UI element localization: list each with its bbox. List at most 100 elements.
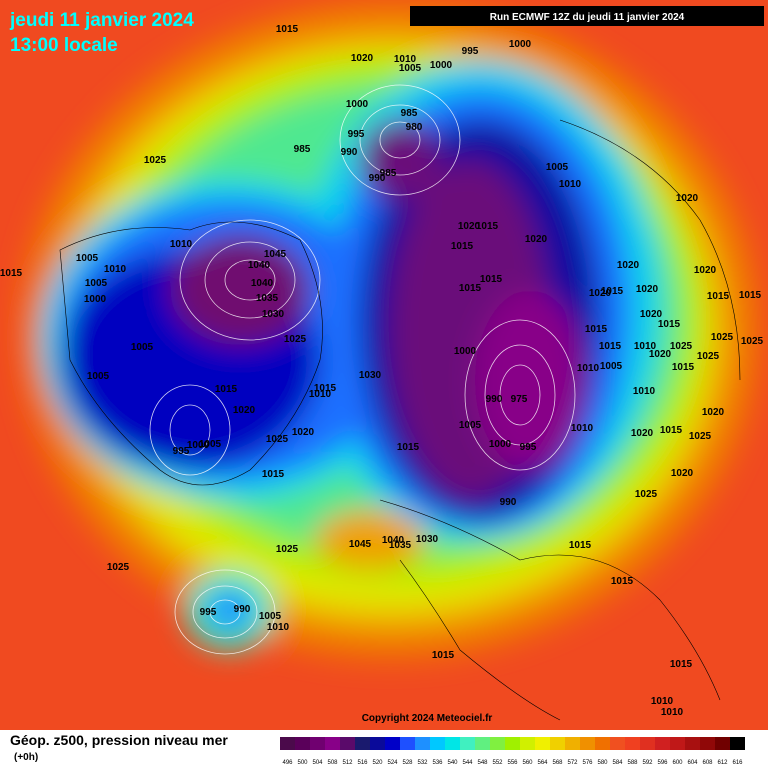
color-swatch bbox=[595, 737, 610, 750]
pressure-label: 1000 bbox=[509, 39, 532, 50]
color-swatch bbox=[415, 737, 430, 750]
scale-label: 500 bbox=[297, 760, 308, 766]
pressure-label: 1005 bbox=[76, 253, 99, 264]
color-swatch bbox=[475, 737, 490, 750]
scale-label: 580 bbox=[597, 760, 608, 766]
scale-label: 536 bbox=[432, 760, 443, 766]
pressure-label: 1000 bbox=[454, 346, 477, 357]
scale-label: 604 bbox=[687, 760, 698, 766]
pressure-label: 1020 bbox=[525, 234, 548, 245]
pressure-label: 1045 bbox=[349, 539, 372, 550]
pressure-label: 1005 bbox=[259, 611, 282, 622]
pressure-label: 1015 bbox=[215, 384, 238, 395]
pressure-label: 1020 bbox=[292, 427, 315, 438]
scale-label: 520 bbox=[372, 760, 383, 766]
pressure-label: 1015 bbox=[739, 290, 762, 301]
scale-label: 532 bbox=[417, 760, 428, 766]
pressure-label: 1020 bbox=[694, 265, 717, 276]
pressure-label: 1025 bbox=[284, 334, 307, 345]
pressure-label: 1015 bbox=[670, 659, 693, 670]
pressure-label: 995 bbox=[200, 607, 217, 618]
pressure-label: 1020 bbox=[636, 284, 659, 295]
color-swatch bbox=[355, 737, 370, 750]
scale-label: 564 bbox=[537, 760, 548, 766]
isobars bbox=[149, 84, 576, 655]
pressure-label: 1010 bbox=[309, 389, 332, 400]
scale-label: 528 bbox=[402, 760, 413, 766]
pressure-label: 985 bbox=[401, 108, 418, 119]
pressure-label: 1010 bbox=[633, 386, 656, 397]
pressure-label: 1015 bbox=[459, 283, 482, 294]
pressure-label: 1015 bbox=[432, 650, 455, 661]
pressure-label: 1025 bbox=[741, 336, 764, 347]
pressure-label: 975 bbox=[511, 394, 528, 405]
footer-lead: (+0h) bbox=[14, 752, 38, 763]
color-swatch bbox=[370, 737, 385, 750]
pressure-label: 990 bbox=[500, 497, 517, 508]
pressure-label: 1015 bbox=[451, 241, 474, 252]
pressure-label: 1015 bbox=[0, 268, 23, 279]
pressure-label: 1020 bbox=[649, 349, 672, 360]
color-swatch bbox=[460, 737, 475, 750]
pressure-label: 1020 bbox=[640, 309, 663, 320]
scale-label: 592 bbox=[642, 760, 653, 766]
time: 13:00 locale bbox=[10, 35, 118, 56]
pressure-label: 1005 bbox=[600, 361, 623, 372]
pressure-label: 990 bbox=[369, 173, 386, 184]
pressure-label: 995 bbox=[462, 46, 479, 57]
scale-label: 556 bbox=[507, 760, 518, 766]
pressure-label: 1005 bbox=[546, 162, 569, 173]
pressure-label: 1015 bbox=[585, 324, 608, 335]
date: jeudi 11 janvier 2024 bbox=[9, 10, 194, 31]
pressure-label: 1010 bbox=[634, 341, 657, 352]
scale-label: 512 bbox=[342, 760, 353, 766]
run-banner bbox=[410, 6, 764, 26]
color-swatch bbox=[340, 737, 355, 750]
color-swatch bbox=[670, 737, 685, 750]
pressure-label: 1005 bbox=[85, 278, 108, 289]
scale-label: 612 bbox=[717, 760, 728, 766]
color-swatch bbox=[490, 737, 505, 750]
pressure-label: 1005 bbox=[399, 63, 422, 74]
pressure-label: 990 bbox=[341, 147, 358, 158]
color-swatch bbox=[400, 737, 415, 750]
pressure-label: 1025 bbox=[697, 351, 720, 362]
pressure-label: 1000 bbox=[84, 294, 107, 305]
pressure-label: 1015 bbox=[476, 221, 499, 232]
color-swatch bbox=[655, 737, 670, 750]
color-swatch bbox=[385, 737, 400, 750]
pressure-label: 1010 bbox=[104, 264, 127, 275]
color-scale: 496 500 504 508 512 516 520 524 528 532 536 540 544 5… bbox=[280, 737, 745, 766]
scale-label: 508 bbox=[327, 760, 338, 766]
color-swatch bbox=[550, 737, 565, 750]
color-swatch bbox=[565, 737, 580, 750]
color-swatch bbox=[520, 737, 535, 750]
pressure-label: 1000 bbox=[187, 440, 210, 451]
pressure-label: 1015 bbox=[599, 341, 622, 352]
pressure-label: 1015 bbox=[658, 319, 681, 330]
color-swatch bbox=[430, 737, 445, 750]
scale-label: 608 bbox=[702, 760, 713, 766]
pressure-label: 1015 bbox=[480, 274, 503, 285]
scale-label: 516 bbox=[357, 760, 368, 766]
pressure-label: 1000 bbox=[346, 99, 369, 110]
pressure-label: 1020 bbox=[676, 193, 699, 204]
scale-label: 584 bbox=[612, 760, 623, 766]
scale-label: 540 bbox=[447, 760, 458, 766]
pressure-label: 1025 bbox=[276, 544, 299, 555]
pressure-label: 1020 bbox=[458, 221, 481, 232]
pressure-label: 990 bbox=[234, 604, 251, 615]
pressure-label: 1015 bbox=[397, 442, 420, 453]
pressure-label: 1010 bbox=[661, 707, 684, 718]
pressure-label: 1015 bbox=[262, 469, 285, 480]
color-swatch bbox=[325, 737, 340, 750]
pressure-label: 1015 bbox=[314, 383, 337, 394]
scale-label: 524 bbox=[387, 760, 398, 766]
pressure-label: 1045 bbox=[264, 249, 287, 260]
pressure-label: 1015 bbox=[569, 540, 592, 551]
pressure-label: 1005 bbox=[199, 439, 222, 450]
pressure-label: 1015 bbox=[707, 291, 730, 302]
pressure-label: 1020 bbox=[233, 405, 256, 416]
